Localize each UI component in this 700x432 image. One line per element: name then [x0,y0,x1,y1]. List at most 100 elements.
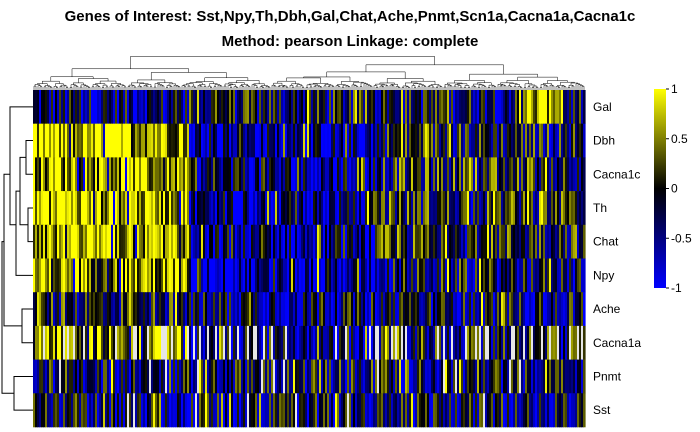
heatmap-cell [285,258,288,293]
heatmap-cell [471,325,474,360]
column-dendrogram-branch [97,86,101,90]
column-dendrogram-branch [443,86,447,90]
heatmap-cell [225,359,228,394]
heatmap-cell [295,123,298,158]
heatmap-cell [133,292,136,327]
heatmap-cell [409,393,412,428]
heatmap-cell [391,191,394,226]
heatmap-cell [103,325,106,360]
heatmap-cell [63,157,66,192]
heatmap-cell [485,393,488,428]
heatmap-cell [263,123,266,158]
heatmap-cell [305,325,308,360]
heatmap-cell [215,393,218,428]
column-dendrogram-branch [365,64,504,75]
heatmap-cell [149,292,152,327]
column-dendrogram-branch [121,85,126,90]
heatmap-cell [375,157,378,192]
heatmap-cell [119,224,122,259]
heatmap-cell [359,393,362,428]
heatmap-cell [181,157,184,192]
heatmap-cell [275,393,278,428]
heatmap-cell [239,393,242,428]
heatmap-cell [125,224,128,259]
heatmap-cell [269,393,272,428]
heatmap-cell [525,123,528,158]
heatmap-cell [45,191,48,226]
heatmap-cell [411,191,414,226]
heatmap-cell [209,292,212,327]
heatmap-cell [507,157,510,192]
heatmap-cell [93,157,96,192]
heatmap-cell [41,157,44,192]
heatmap-cell [543,393,546,428]
heatmap-cell [503,359,506,394]
heatmap-cell [149,325,152,360]
heatmap-cell [281,258,284,293]
heatmap-cell [121,359,124,394]
heatmap-cell [201,325,204,360]
heatmap-cell [119,393,122,428]
heatmap-cell [409,157,412,192]
heatmap-cell [217,359,220,394]
heatmap-cell [297,90,300,124]
heatmap-cell [485,123,488,158]
column-dendrogram-branch [286,77,321,84]
heatmap-cell [309,157,312,192]
heatmap-cell [187,191,190,226]
heatmap-cell [565,359,568,394]
heatmap-cell [525,359,528,394]
heatmap-cell [205,90,208,124]
heatmap-cell [187,123,190,158]
heatmap-cell [439,224,442,259]
heatmap-cell [435,224,438,259]
heatmap-cell [539,191,542,226]
heatmap-cell [225,191,228,226]
heatmap-cell [81,393,84,428]
heatmap-cell [359,359,362,394]
heatmap-cell [251,90,254,124]
heatmap-cell [539,224,542,259]
heatmap-cell [511,258,514,293]
heatmap-cell [533,258,536,293]
heatmap-cell [215,292,218,327]
heatmap-cell [105,292,108,327]
heatmap-cell [369,292,372,327]
column-dendrogram-branch [247,86,251,90]
heatmap-cell [153,393,156,428]
heatmap-cell [567,393,570,428]
heatmap-cell [107,359,110,394]
heatmap-cell [249,292,252,327]
column-dendrogram-branch [291,86,295,90]
heatmap-cell [459,292,462,327]
heatmap-cell [157,157,160,192]
heatmap-cell [559,359,562,394]
heatmap-cell [475,359,478,394]
column-dendrogram-branch [78,78,109,83]
heatmap-cell [559,224,562,259]
heatmap-cell [495,157,498,192]
heatmap-cell [171,157,174,192]
heatmap-cell [537,359,540,394]
heatmap-cell [517,191,520,226]
heatmap-cell [227,393,230,428]
heatmap-cell [161,359,164,394]
heatmap-cell [289,292,292,327]
heatmap-cell [359,325,362,360]
heatmap-cell [69,292,72,327]
heatmap-cell [509,258,512,293]
heatmap-cell [269,359,272,394]
heatmap-cell [387,258,390,293]
heatmap-cell [55,157,58,192]
heatmap-cell [579,258,582,293]
heatmap-cell [209,123,212,158]
heatmap-cell [365,90,368,124]
heatmap-cell [493,123,496,158]
heatmap-cell [107,157,110,192]
heatmap-cell [283,359,286,394]
heatmap-cell [199,393,202,428]
heatmap-cell [473,292,476,327]
heatmap-cell [323,157,326,192]
heatmap-cell [491,359,494,394]
heatmap-cell [367,359,370,394]
